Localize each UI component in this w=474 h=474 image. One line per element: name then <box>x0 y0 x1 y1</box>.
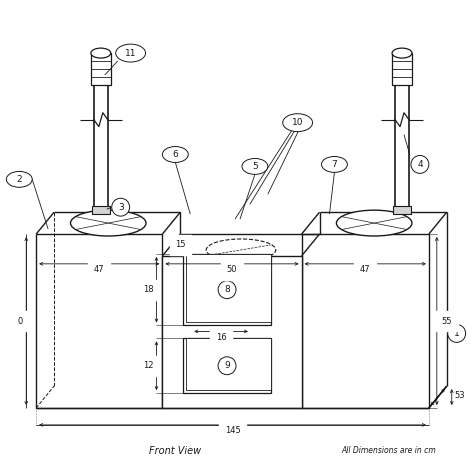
Bar <box>301 234 429 408</box>
Circle shape <box>218 281 236 299</box>
Ellipse shape <box>163 146 188 163</box>
Text: 7: 7 <box>331 160 337 169</box>
Text: 47: 47 <box>94 265 105 274</box>
Ellipse shape <box>392 48 412 58</box>
Circle shape <box>112 198 129 216</box>
Text: 12: 12 <box>143 361 154 370</box>
Text: 11: 11 <box>125 48 137 57</box>
Text: 8: 8 <box>224 285 230 294</box>
Text: 145: 145 <box>225 426 240 435</box>
Text: 9: 9 <box>224 361 230 370</box>
Text: All Dimensions are in cm: All Dimensions are in cm <box>342 446 437 455</box>
Bar <box>393 206 411 214</box>
Bar <box>186 338 271 390</box>
Ellipse shape <box>116 44 146 62</box>
Ellipse shape <box>321 156 347 173</box>
Bar <box>186 254 271 322</box>
Bar <box>91 53 111 85</box>
Text: 55: 55 <box>441 317 452 326</box>
Ellipse shape <box>91 48 111 58</box>
Circle shape <box>448 325 465 342</box>
Text: 16: 16 <box>216 333 227 342</box>
Ellipse shape <box>6 172 32 187</box>
Text: 1: 1 <box>454 329 460 338</box>
Bar <box>163 256 301 408</box>
Text: 53: 53 <box>455 391 465 400</box>
Text: Front View: Front View <box>149 446 201 456</box>
Text: 18: 18 <box>143 285 154 294</box>
Text: 2: 2 <box>17 175 22 184</box>
Ellipse shape <box>337 210 412 236</box>
Bar <box>183 254 271 326</box>
Text: 3: 3 <box>118 203 124 212</box>
Bar <box>183 338 271 393</box>
Circle shape <box>411 155 429 173</box>
Ellipse shape <box>242 158 268 174</box>
Text: 0: 0 <box>18 317 23 326</box>
Bar <box>36 234 163 408</box>
Circle shape <box>218 357 236 374</box>
Ellipse shape <box>206 239 276 261</box>
Ellipse shape <box>71 210 146 236</box>
Text: 5: 5 <box>252 162 258 171</box>
Ellipse shape <box>283 114 312 132</box>
Text: 47: 47 <box>360 265 371 274</box>
Bar <box>92 206 110 214</box>
Text: 10: 10 <box>292 118 303 127</box>
Text: 50: 50 <box>227 265 237 274</box>
Text: 4: 4 <box>417 160 423 169</box>
Bar <box>392 53 412 85</box>
Text: 6: 6 <box>173 150 178 159</box>
Text: 15: 15 <box>175 240 186 249</box>
